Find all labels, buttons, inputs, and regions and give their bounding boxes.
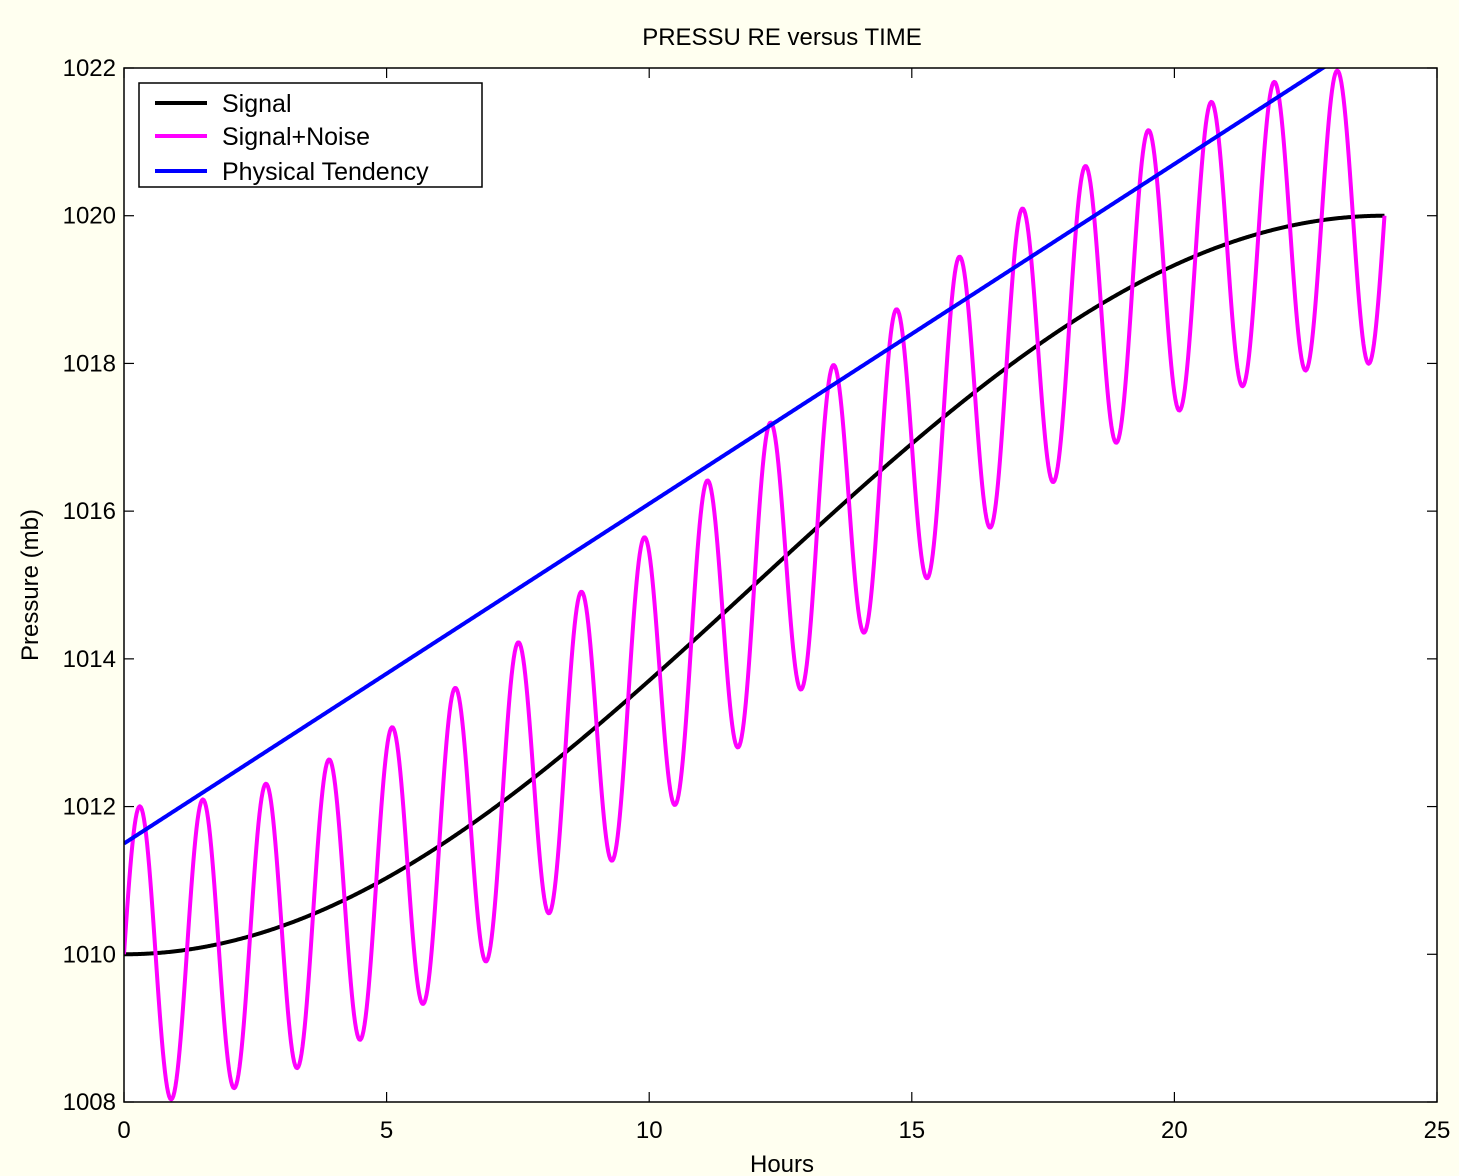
legend: Signal Signal+Noise Physical Tendency: [138, 82, 483, 188]
series-lines: [124, 68, 1387, 1102]
x-tick-label: 10: [636, 1117, 663, 1144]
chart-title: PRESSU RE versus TIME: [642, 24, 922, 51]
x-tick-label: 15: [898, 1117, 925, 1144]
y-tick-label: 1020: [63, 203, 116, 230]
y-axis-title: Pressure (mb): [17, 509, 44, 661]
plot-area: [124, 68, 1437, 1102]
x-tick-label: 5: [380, 1117, 393, 1144]
y-tick-label: 1018: [63, 350, 116, 377]
legend-label-physical-tendency: Physical Tendency: [222, 158, 429, 186]
plot-frame: [123, 67, 1438, 1103]
x-tick-label: 25: [1424, 1117, 1451, 1144]
y-axis: 1008 1010 1012 1014 1016 1018 1020 1022: [63, 55, 1437, 1116]
y-tick-label: 1022: [63, 55, 116, 82]
legend-label-signal-noise: Signal+Noise: [222, 123, 370, 151]
x-axis-title: Hours: [750, 1151, 814, 1176]
y-tick-label: 1016: [63, 498, 116, 525]
y-tick-label: 1014: [63, 646, 116, 673]
series-line-physical-tendency: [124, 68, 1327, 846]
legend-label-signal: Signal: [222, 90, 292, 118]
y-tick-label: 1012: [63, 794, 116, 821]
y-tick-label: 1008: [63, 1089, 116, 1116]
x-tick-label: 0: [117, 1117, 130, 1144]
y-tick-label: 1010: [63, 941, 116, 968]
series-line-signal-noise: [124, 68, 1387, 1102]
x-tick-label: 20: [1161, 1117, 1188, 1144]
